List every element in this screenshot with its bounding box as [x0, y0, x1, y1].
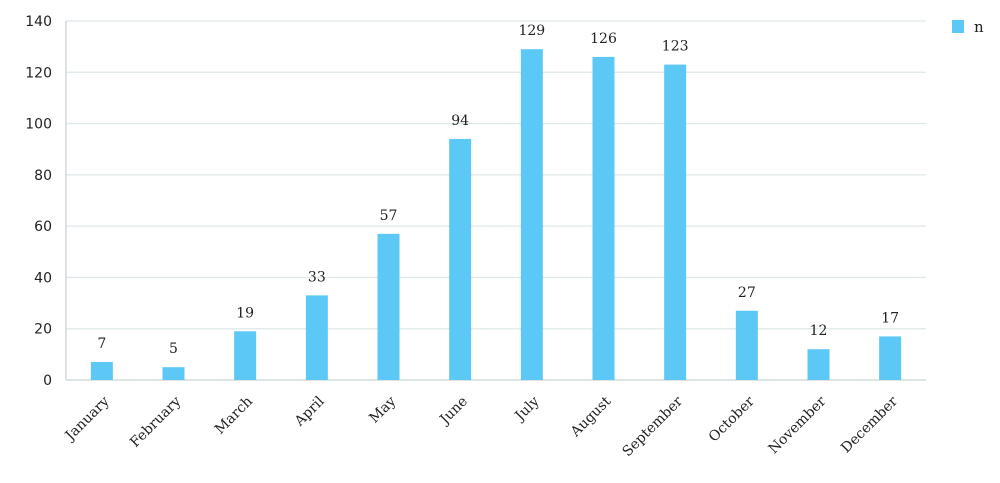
bars	[90, 49, 902, 381]
x-tick-label-september: September	[620, 393, 687, 460]
y-tick-label: 0	[43, 373, 52, 389]
data-label-may: 57	[380, 208, 398, 224]
data-labels: 7 5 19 33 57 94 129 126 123 27 12 17	[97, 23, 899, 357]
bar-october	[735, 310, 758, 380]
data-label-january: 7	[97, 336, 106, 352]
data-label-june: 94	[451, 113, 469, 129]
bar-july	[520, 49, 543, 380]
x-tick-label-august: August	[567, 393, 615, 441]
x-tick-label-june: June	[436, 394, 471, 429]
data-label-april: 33	[308, 269, 326, 285]
y-tick-label: 80	[34, 168, 52, 184]
data-label-february: 5	[169, 341, 178, 357]
y-tick-label: 60	[34, 219, 52, 235]
x-tick-label-february: February	[127, 393, 184, 450]
bar-june	[449, 138, 472, 380]
bar-february	[162, 367, 185, 380]
bar-november	[807, 349, 830, 380]
x-tick-label-march: March	[212, 394, 256, 438]
x-tick-label-november: November	[766, 393, 830, 457]
data-label-july: 129	[518, 23, 545, 39]
data-label-december: 17	[881, 310, 899, 326]
x-tick-label-december: December	[838, 393, 901, 456]
y-axis-ticks: 0 20 40 60 80 100 120 140	[25, 14, 52, 389]
x-tick-label-october: October	[706, 393, 758, 445]
y-tick-label: 120	[25, 65, 52, 81]
data-label-march: 19	[236, 305, 254, 321]
legend: n	[952, 18, 984, 36]
y-tick-label: 20	[34, 322, 52, 338]
bar-may	[377, 233, 400, 380]
bar-march	[234, 331, 257, 380]
y-tick-label: 40	[34, 270, 52, 286]
x-tick-label-july: July	[511, 393, 543, 425]
bar-april	[305, 295, 328, 380]
data-label-august: 126	[590, 31, 617, 47]
x-tick-label-may: May	[366, 393, 399, 426]
bar-august	[592, 56, 615, 381]
x-axis-labels: January February March April May June July Augu…	[61, 393, 901, 460]
y-tick-label: 140	[25, 14, 52, 30]
x-tick-label-april: April	[291, 393, 328, 430]
legend-label: n	[974, 18, 984, 36]
y-tick-label: 100	[25, 117, 52, 133]
data-label-september: 123	[662, 39, 689, 55]
data-label-october: 27	[738, 285, 756, 301]
bar-december	[879, 336, 902, 380]
data-label-november: 12	[810, 323, 828, 339]
bar-january	[90, 362, 113, 380]
legend-swatch	[952, 20, 964, 33]
grid-lines	[65, 20, 926, 381]
x-tick-label-january: January	[61, 393, 113, 445]
bar-september	[664, 64, 687, 380]
